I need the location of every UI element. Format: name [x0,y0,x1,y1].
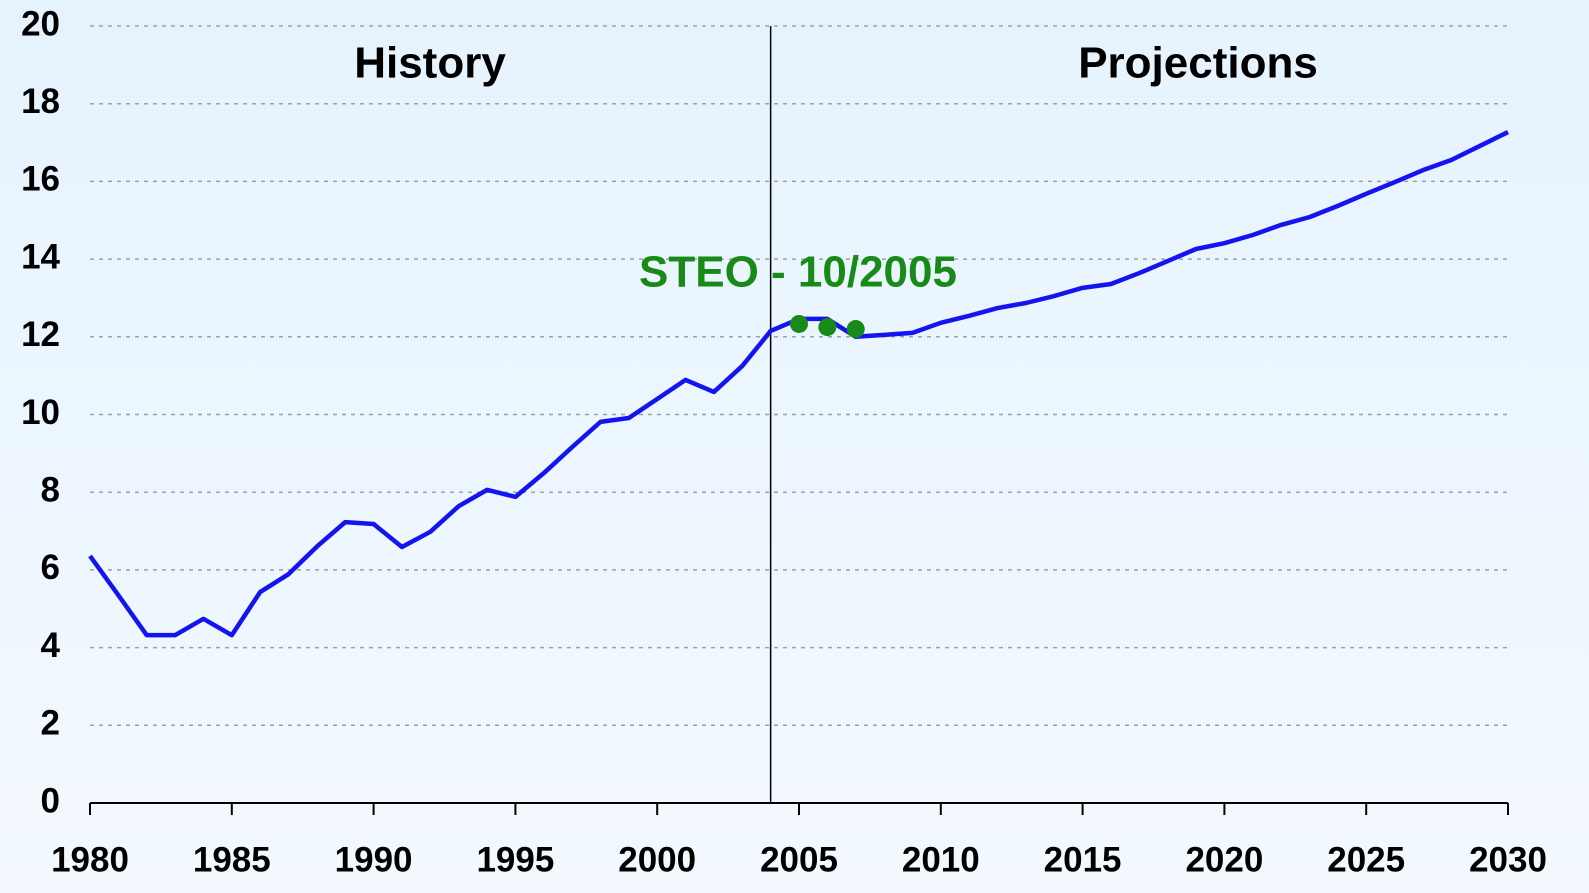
y-tick-label: 4 [41,626,61,665]
y-tick-label: 14 [21,237,60,276]
y-tick-label: 16 [21,160,60,199]
steo-point [790,314,808,333]
x-tick-label: 1990 [335,840,413,879]
projections-label: Projections [1078,39,1318,88]
x-tick-label: 2015 [1044,840,1122,879]
steo-label: STEO - 10/2005 [639,248,957,297]
x-tick-label: 1995 [476,840,554,879]
x-tick-label: 2005 [760,840,838,879]
y-tick-label: 8 [41,470,60,509]
y-tick-label: 18 [21,82,60,121]
x-tick-label: 2000 [618,840,696,879]
history-label: History [354,39,506,88]
y-tick-label: 2 [41,704,60,743]
y-tick-label: 6 [41,548,60,587]
x-tick-label: 1985 [193,840,271,879]
y-tick-label: 10 [21,393,60,432]
x-tick-label: 2010 [902,840,980,879]
steo-point [818,318,837,337]
x-tick-label: 2020 [1185,840,1263,879]
x-tick-label: 2030 [1469,840,1547,879]
series-line [88,130,1509,638]
x-tick-label: 2025 [1327,840,1405,879]
x-tick-label: 1980 [51,840,129,879]
y-tick-label: 20 [21,4,60,43]
steo-point [846,320,865,339]
y-tick-label: 0 [41,781,60,820]
y-tick-label: 12 [21,315,60,354]
